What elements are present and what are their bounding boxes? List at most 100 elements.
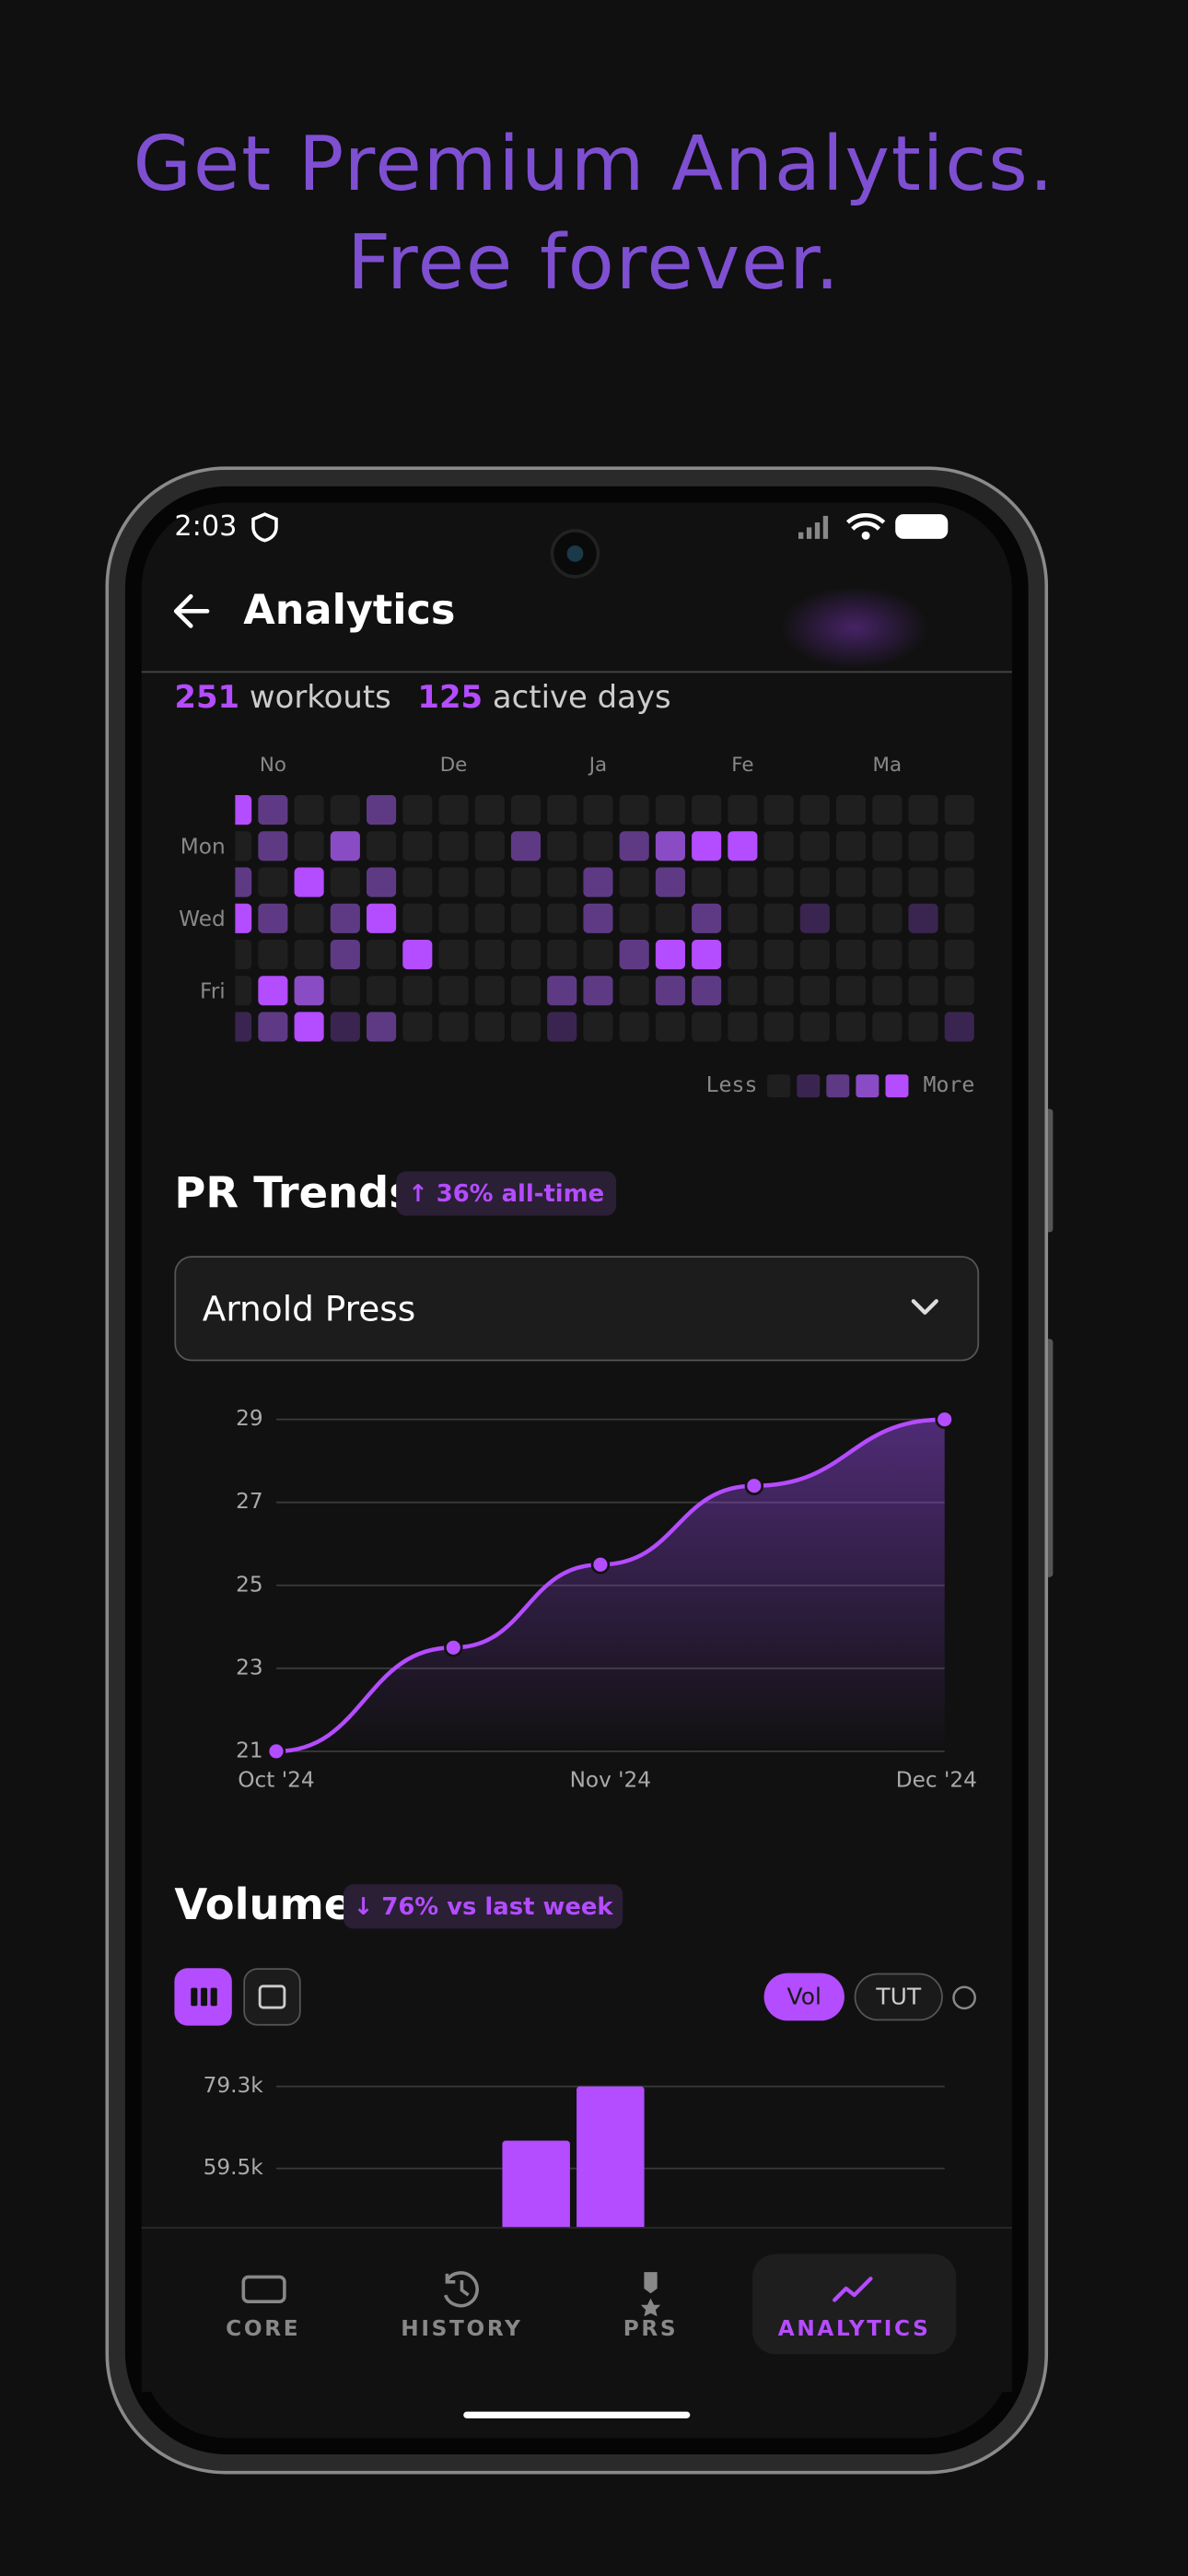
- heatmap-cell: [908, 795, 938, 825]
- pill: [854, 1973, 943, 2021]
- wifi-icon: [845, 513, 886, 531]
- volume-chart: 59.5k 79.3k: [204, 2073, 945, 2228]
- heatmap-cell: [728, 976, 758, 1006]
- heatmap-cell: [258, 1012, 288, 1042]
- heatmap-cell: [692, 831, 722, 861]
- active-days-count: 125: [417, 678, 483, 714]
- heatmap-cell: [655, 976, 685, 1006]
- heatmap-cell: [619, 867, 649, 897]
- heatmap-cell: [235, 867, 252, 897]
- legend-swatch: [767, 1074, 791, 1098]
- heatmap-cell: [235, 795, 252, 825]
- heatmap-cell: [619, 976, 649, 1006]
- heatmap-cell: [655, 903, 685, 933]
- heatmap-cell: [402, 903, 433, 933]
- point: [744, 1476, 764, 1495]
- point: [444, 1638, 463, 1657]
- heatmap-cell: [836, 903, 867, 933]
- heatmap-cell: [836, 1012, 867, 1042]
- pill-text: Vol: [787, 1983, 821, 2009]
- heatmap-cell: [474, 831, 505, 861]
- calendar-view-toggle[interactable]: [243, 1968, 301, 2026]
- heatmap-labels: No De Ja Fe Ma Mon Wed Fri: [179, 754, 902, 1004]
- heatmap-cell: [799, 939, 830, 970]
- nav-label: CORE: [226, 2316, 300, 2341]
- y-tick-label: 79.3k: [204, 2073, 264, 2098]
- heatmap-cell: [583, 1012, 613, 1042]
- nav-prs[interactable]: PRS: [623, 2272, 679, 2341]
- heatmap-cell: [728, 939, 758, 970]
- heatmap-cell: [692, 795, 722, 825]
- heatmap-cell: [944, 831, 974, 861]
- signal-icon: [798, 515, 829, 539]
- badge: [396, 1171, 617, 1216]
- point: [266, 1741, 286, 1762]
- help-button[interactable]: [952, 1985, 976, 2010]
- heatmap-cell: [872, 976, 903, 1006]
- nav-analytics[interactable]: ANALYTICS: [752, 2254, 957, 2355]
- heatmap-cell: [619, 939, 649, 970]
- toggle: [243, 1968, 301, 2026]
- x-tick-label: Nov '24: [570, 1767, 651, 1792]
- tut-pill[interactable]: TUT: [854, 1973, 943, 2021]
- heatmap-cell: [294, 903, 324, 933]
- back-button[interactable]: [173, 593, 210, 628]
- heatmap-cell: [836, 795, 867, 825]
- heatmap-cell: [367, 976, 397, 1006]
- y-tick-label: 23: [236, 1655, 263, 1680]
- heatmap-cell: [619, 831, 649, 861]
- workout-count: 251: [174, 678, 239, 714]
- heatmap-cell: [294, 939, 324, 970]
- point: [590, 1554, 611, 1575]
- heatmap-cell: [330, 976, 360, 1006]
- heatmap-cell: [692, 1012, 722, 1042]
- heatmap-cell: [944, 976, 974, 1006]
- exercise-dropdown[interactable]: Arnold Press: [174, 1256, 980, 1362]
- heatmap-cell: [944, 903, 974, 933]
- heatmap-cell: [763, 903, 794, 933]
- heatmap-cell: [474, 867, 505, 897]
- heatmap-cell: [872, 867, 903, 897]
- heatmap-cell: [836, 939, 867, 970]
- pr-chart: 21 23 25 27 29 Oct '24 Nov '24 Dec '24: [236, 1406, 977, 1792]
- nav-core[interactable]: CORE: [226, 2275, 300, 2341]
- vol-pill[interactable]: Vol: [763, 1973, 844, 2021]
- heatmap-cell: [258, 867, 288, 897]
- heatmap-cell: [330, 1012, 360, 1042]
- heatmap-cell: [692, 939, 722, 970]
- bar-view-toggle[interactable]: [174, 1968, 232, 2026]
- y-tick-label: 25: [236, 1572, 263, 1597]
- heatmap-cell: [330, 831, 360, 861]
- heatmap-cell: [474, 976, 505, 1006]
- headline: Get Premium Analytics.: [134, 121, 1055, 208]
- month-label: De: [440, 754, 468, 777]
- glow: [780, 586, 928, 669]
- heatmap-cell: [330, 795, 360, 825]
- heatmap-cell: [438, 867, 469, 897]
- heatmap-cell: [908, 1012, 938, 1042]
- heatmap-cell: [294, 1012, 324, 1042]
- heatmap-cell: [944, 795, 974, 825]
- heatmap-cell: [583, 903, 613, 933]
- heatmap-cell: [799, 867, 830, 897]
- wifi-dot: [861, 531, 870, 540]
- legend-swatch: [856, 1074, 879, 1098]
- heatmap-cell: [655, 939, 685, 970]
- heatmap-cell: [258, 976, 288, 1006]
- heatmap: [235, 795, 974, 1042]
- heatmap-cell: [547, 903, 577, 933]
- heatmap-cell: [235, 903, 252, 933]
- heatmap-cell: [402, 976, 433, 1006]
- heatmap-cell: [510, 939, 542, 970]
- camera-lens: [566, 545, 584, 562]
- bar: [577, 2086, 645, 2228]
- calendar-icon: [258, 1985, 286, 2009]
- nav-history[interactable]: HISTORY: [401, 2271, 522, 2341]
- heatmap-cell: [547, 976, 577, 1006]
- heatmap-cell: [235, 976, 252, 1006]
- legend-less: Less: [706, 1072, 758, 1097]
- heatmap-cell: [294, 867, 324, 897]
- active-days-label: active days: [493, 678, 671, 714]
- heatmap-cell: [330, 903, 360, 933]
- heatmap-cell: [367, 831, 397, 861]
